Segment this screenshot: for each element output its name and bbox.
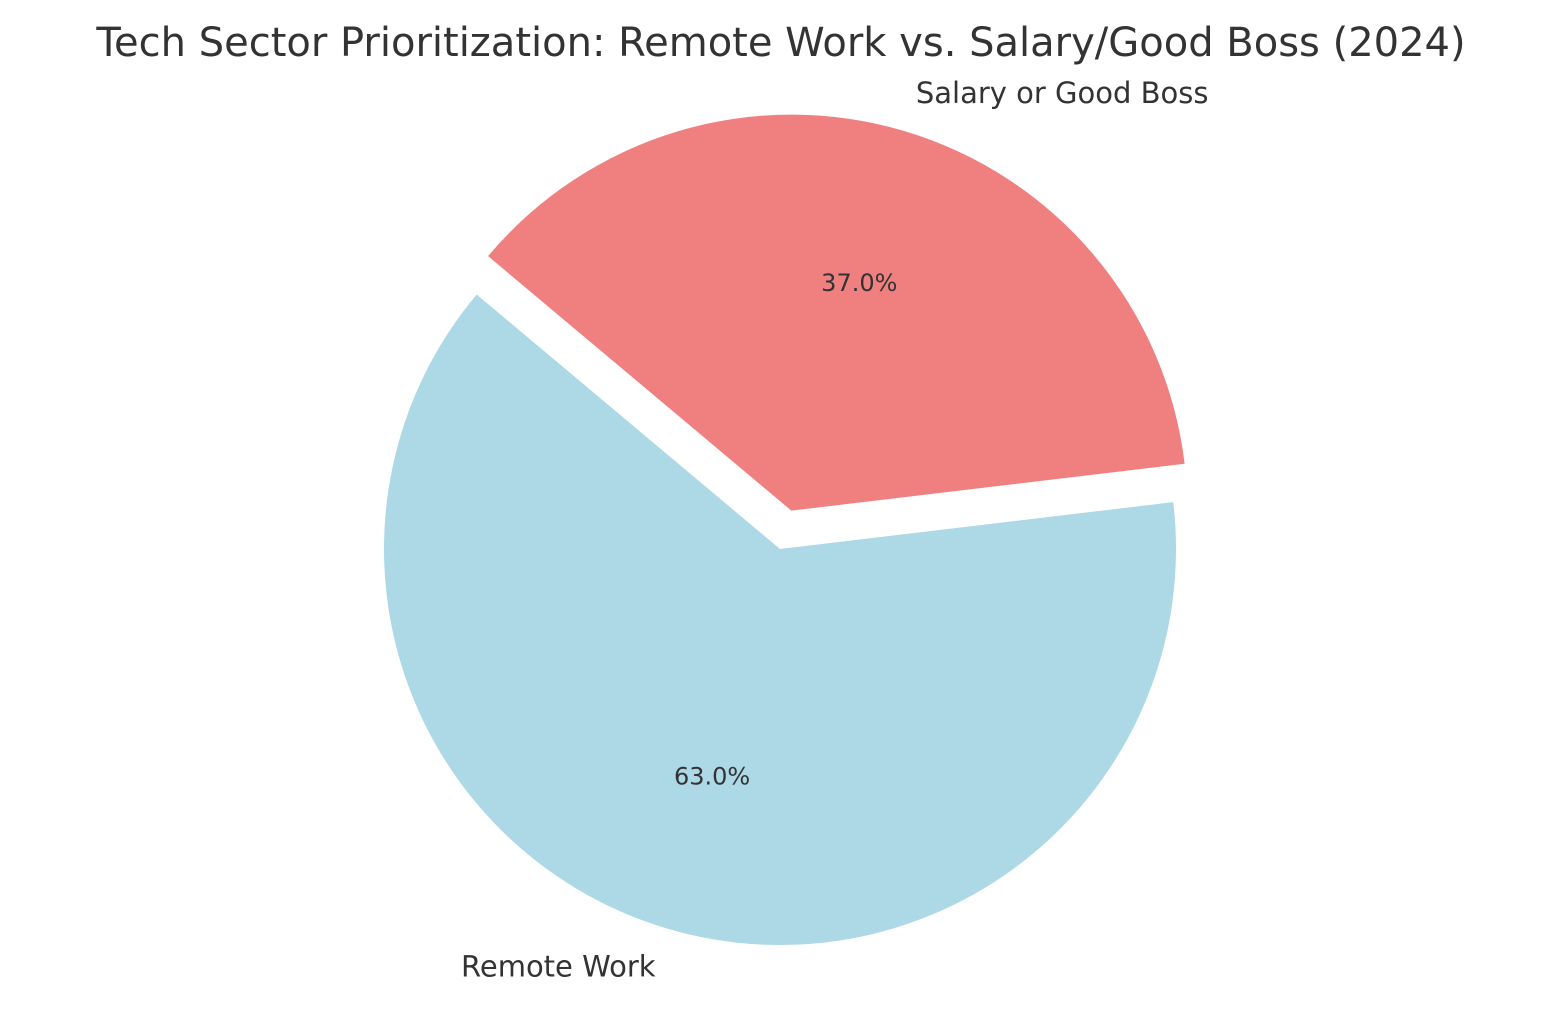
- slice-category-label: Remote Work: [461, 949, 656, 983]
- pie-slice-remote-work: [384, 294, 1177, 945]
- slice-category-label: Salary or Good Boss: [916, 76, 1209, 110]
- slice-percent-label: 63.0%: [674, 763, 750, 791]
- slice-percent-label: 37.0%: [821, 269, 897, 297]
- chart-title: Tech Sector Prioritization: Remote Work …: [95, 20, 1465, 66]
- labels-layer: 63.0% Remote Work 37.0% Salary or Good Boss: [461, 76, 1209, 983]
- pie-slice-salary-or-good-boss: [488, 114, 1185, 511]
- slices-layer: [384, 114, 1185, 945]
